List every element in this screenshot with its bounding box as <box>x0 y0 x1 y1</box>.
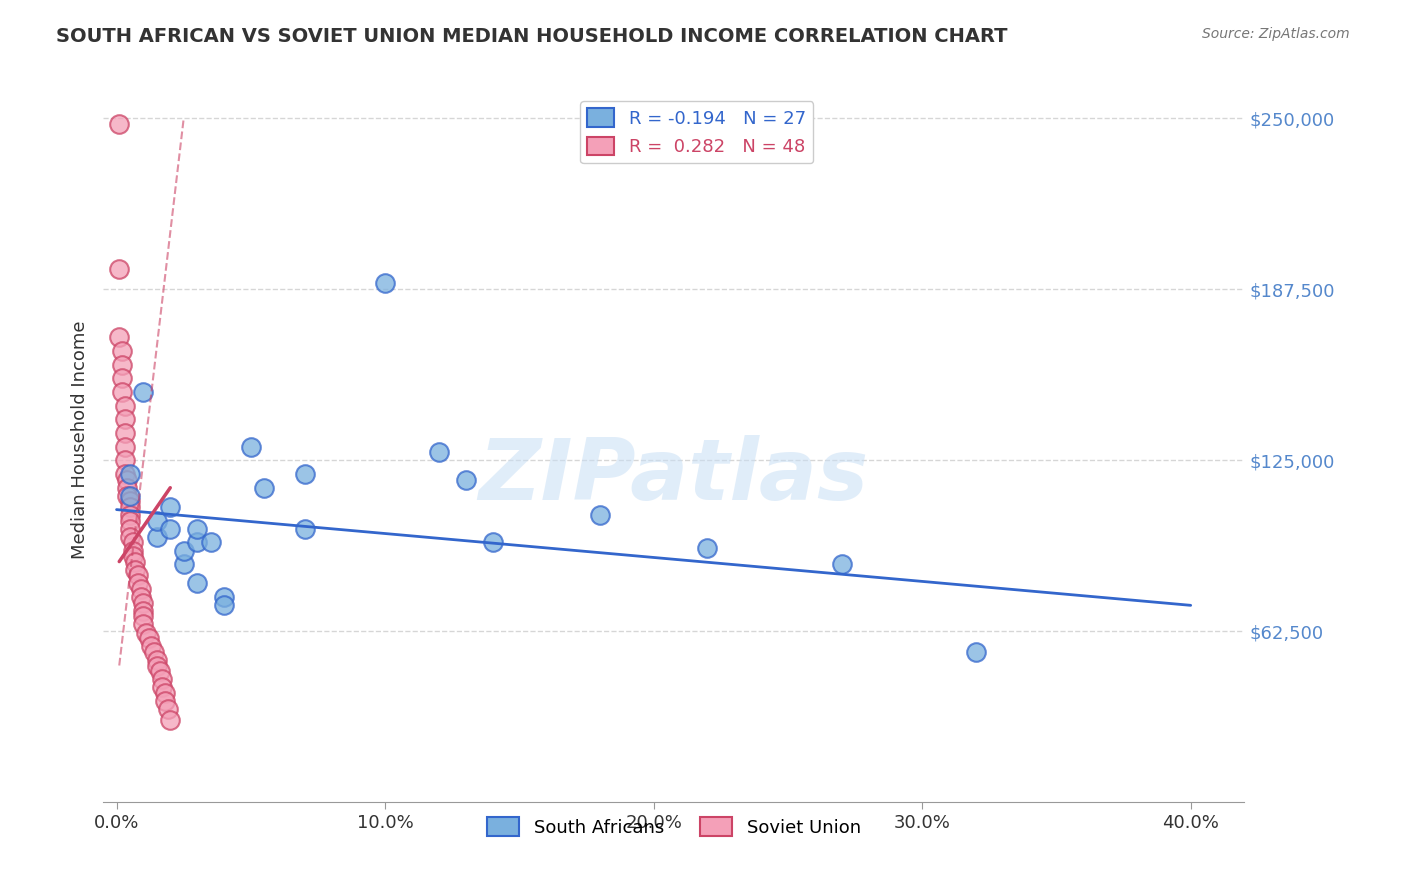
Point <box>589 508 612 522</box>
Point <box>186 522 208 536</box>
Point <box>186 576 208 591</box>
Point <box>132 384 155 399</box>
Point <box>148 664 170 678</box>
Point <box>141 640 163 654</box>
Point <box>132 604 155 618</box>
Point <box>150 672 173 686</box>
Point <box>118 530 141 544</box>
Point <box>239 440 262 454</box>
Point <box>111 384 134 399</box>
Point <box>146 653 169 667</box>
Text: SOUTH AFRICAN VS SOVIET UNION MEDIAN HOUSEHOLD INCOME CORRELATION CHART: SOUTH AFRICAN VS SOVIET UNION MEDIAN HOU… <box>56 27 1008 45</box>
Point <box>146 514 169 528</box>
Point <box>143 645 166 659</box>
Point <box>132 596 155 610</box>
Point <box>118 508 141 522</box>
Point <box>111 371 134 385</box>
Point <box>153 686 176 700</box>
Point <box>118 514 141 528</box>
Legend: South Africans, Soviet Union: South Africans, Soviet Union <box>479 810 868 844</box>
Point <box>294 467 316 481</box>
Point <box>117 489 139 503</box>
Point <box>114 467 136 481</box>
Point <box>118 500 141 514</box>
Point <box>173 543 195 558</box>
Point <box>212 590 235 604</box>
Point <box>124 563 146 577</box>
Point <box>118 489 141 503</box>
Point <box>114 425 136 440</box>
Point <box>114 453 136 467</box>
Point <box>212 599 235 613</box>
Point <box>831 558 853 572</box>
Point <box>481 535 503 549</box>
Point <box>121 543 143 558</box>
Point <box>108 261 131 276</box>
Point <box>117 473 139 487</box>
Point <box>253 481 276 495</box>
Point <box>186 535 208 549</box>
Point <box>121 549 143 563</box>
Point <box>127 568 149 582</box>
Point <box>114 412 136 426</box>
Point <box>121 535 143 549</box>
Point <box>146 530 169 544</box>
Point <box>132 617 155 632</box>
Point <box>117 481 139 495</box>
Point <box>156 702 179 716</box>
Point <box>118 494 141 508</box>
Text: Source: ZipAtlas.com: Source: ZipAtlas.com <box>1202 27 1350 41</box>
Point <box>153 694 176 708</box>
Point <box>118 522 141 536</box>
Point <box>114 440 136 454</box>
Point <box>454 473 477 487</box>
Point <box>173 558 195 572</box>
Point <box>124 555 146 569</box>
Point <box>108 330 131 344</box>
Point <box>696 541 718 555</box>
Point <box>159 500 181 514</box>
Point <box>114 399 136 413</box>
Point <box>146 658 169 673</box>
Point <box>129 582 152 596</box>
Point <box>427 445 450 459</box>
Text: ZIPatlas: ZIPatlas <box>478 434 869 517</box>
Point <box>118 467 141 481</box>
Point <box>111 358 134 372</box>
Point <box>132 609 155 624</box>
Point <box>150 681 173 695</box>
Y-axis label: Median Household Income: Median Household Income <box>72 320 89 559</box>
Point <box>200 535 222 549</box>
Point <box>127 576 149 591</box>
Point <box>965 645 987 659</box>
Point <box>374 276 396 290</box>
Point <box>129 590 152 604</box>
Point <box>159 522 181 536</box>
Point <box>108 117 131 131</box>
Point <box>138 631 160 645</box>
Point <box>135 625 157 640</box>
Point <box>111 343 134 358</box>
Point <box>159 713 181 727</box>
Point <box>294 522 316 536</box>
